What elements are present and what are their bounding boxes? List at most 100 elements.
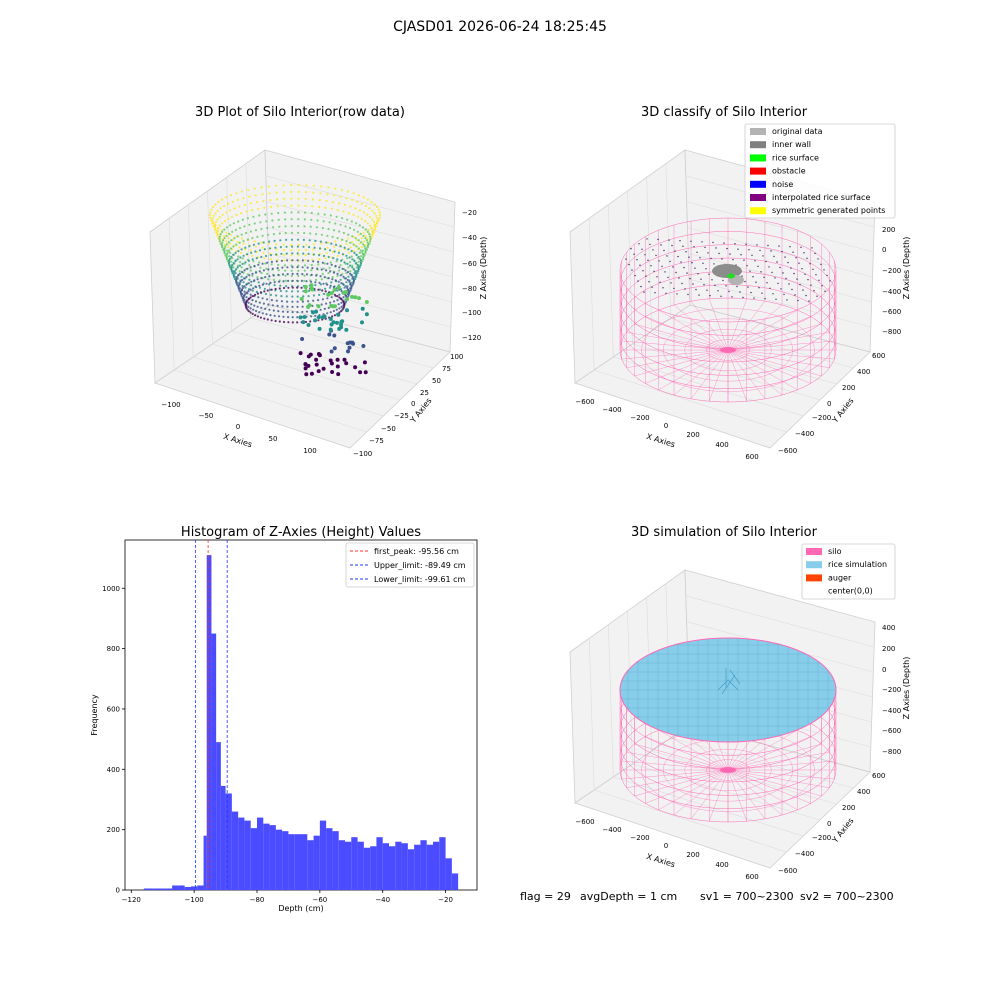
interpolated-point — [687, 293, 689, 296]
interpolated-point — [756, 244, 758, 246]
silo-spoke — [727, 349, 822, 377]
raw-point — [260, 255, 263, 259]
interpolated-point — [806, 257, 808, 259]
interpolated-point — [677, 255, 679, 258]
grid-line — [627, 190, 633, 345]
raw-point — [256, 292, 259, 295]
raw-point — [364, 312, 369, 317]
raw-point — [367, 243, 370, 247]
histogram-bar — [220, 785, 226, 890]
histogram-bar — [301, 834, 308, 890]
raw-point — [376, 219, 379, 223]
raw-point — [364, 220, 367, 223]
raw-point — [240, 275, 243, 278]
raw-point — [257, 296, 260, 299]
interpolated-point — [717, 290, 719, 292]
simulation-y-ticks: 600 400 200 0 −200 −400 −600 — [778, 772, 885, 875]
raw-point — [321, 261, 324, 264]
raw-point — [337, 280, 340, 283]
classify-legend-frame — [744, 123, 896, 219]
raw-point — [256, 315, 259, 318]
raw-point — [240, 266, 243, 269]
raw-point — [359, 255, 362, 258]
legend-swatch — [750, 128, 766, 135]
raw-point — [319, 275, 322, 278]
interpolated-point — [678, 277, 680, 279]
interpolated-point — [664, 271, 666, 273]
raw-point — [268, 283, 271, 286]
raw-point — [269, 314, 272, 317]
raw-point — [315, 274, 318, 277]
raw-point — [277, 211, 280, 215]
raw-point — [230, 239, 233, 242]
raw-y-tick: 75 — [442, 365, 451, 373]
interpolated-point — [757, 265, 759, 267]
raw-point — [240, 295, 243, 298]
histogram-x-tick-label: −60 — [312, 896, 327, 904]
raw-point — [276, 205, 279, 208]
raw-point — [323, 307, 326, 310]
interpolated-point — [642, 270, 644, 272]
raw-point — [217, 227, 220, 230]
raw-point — [243, 301, 246, 304]
interpolated-point — [732, 258, 734, 261]
interpolated-point — [803, 252, 805, 254]
raw-point — [350, 274, 353, 277]
interpolated-point — [697, 273, 699, 275]
raw-point — [366, 246, 369, 249]
raw-point — [264, 213, 267, 216]
interpolated-point — [708, 273, 710, 275]
raw-point — [256, 278, 259, 281]
interpolated-point — [802, 289, 804, 291]
histogram-bar — [238, 817, 245, 890]
simulation-y-tick: −600 — [778, 867, 797, 875]
raw-point — [321, 289, 324, 292]
raw-z-tick: −60 — [462, 260, 477, 268]
raw-point — [216, 234, 219, 237]
raw-point — [343, 246, 346, 249]
raw-point — [357, 194, 361, 197]
raw-point — [375, 205, 378, 209]
raw-point — [351, 198, 354, 201]
raw-point — [307, 259, 310, 262]
raw-point — [257, 207, 260, 210]
raw-point — [285, 238, 288, 241]
raw-point — [245, 283, 248, 286]
interpolated-point — [745, 243, 747, 245]
raw-point — [249, 249, 252, 252]
raw-point — [353, 295, 358, 300]
raw-z-tick: −120 — [462, 334, 481, 342]
raw-point — [275, 191, 278, 194]
interpolated-point — [640, 285, 642, 288]
interpolated-point — [798, 262, 800, 264]
simulation-y-tick: 0 — [827, 820, 831, 828]
raw-point — [361, 249, 365, 252]
raw-point — [332, 271, 336, 274]
raw-point — [320, 242, 323, 245]
grid-line — [266, 201, 454, 253]
grid-line — [665, 163, 672, 319]
interpolated-point — [805, 294, 807, 297]
interpolated-point — [787, 261, 789, 264]
raw-point — [286, 310, 289, 313]
raw-point — [325, 199, 328, 203]
raw-point — [228, 259, 231, 262]
raw-point — [216, 229, 219, 232]
raw-point — [364, 252, 367, 255]
legend-label: interpolated rice surface — [772, 193, 870, 202]
raw-point — [355, 266, 358, 269]
raw-point — [328, 266, 331, 269]
raw-point — [296, 286, 299, 289]
raw-y-ticks: 100 75 50 25 0 −25 −50 −75 −100 — [353, 353, 463, 458]
raw-point — [251, 254, 254, 257]
raw-z-tick: −20 — [462, 209, 477, 217]
raw-point — [253, 304, 256, 307]
raw-point — [339, 245, 342, 248]
raw-point — [329, 284, 332, 287]
raw-point — [305, 191, 308, 194]
interpolated-point — [734, 243, 736, 245]
raw-point — [364, 247, 367, 250]
raw-point — [309, 283, 314, 288]
raw-point — [291, 321, 294, 324]
raw-point — [231, 230, 234, 233]
